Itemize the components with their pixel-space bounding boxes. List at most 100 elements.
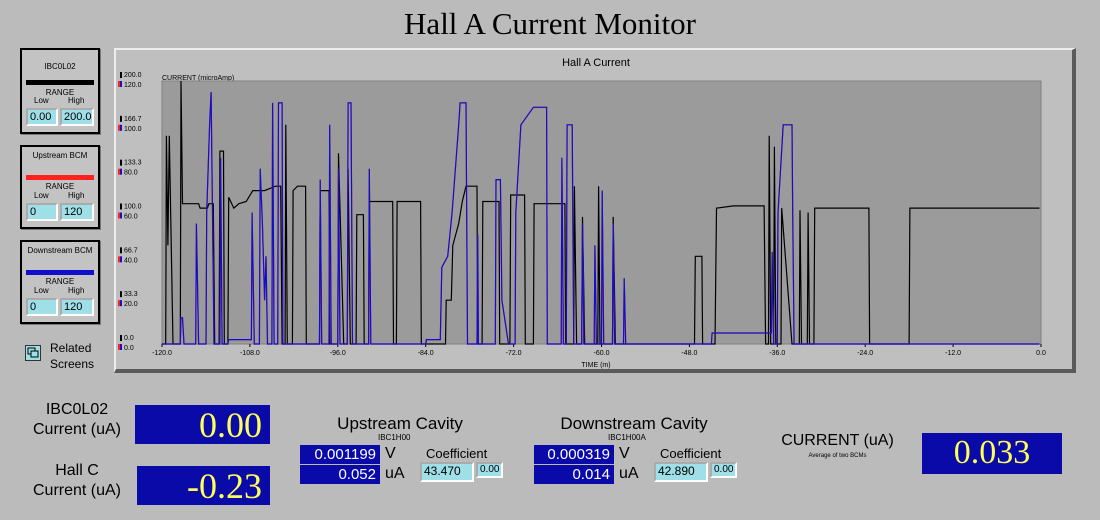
ibc-label-line2: Current (uA) [32, 421, 122, 438]
upstream-cavity-pv: IBC1H00 [378, 433, 411, 442]
hallc-label-line1: Hall C [55, 462, 99, 479]
upstream-offset-input[interactable]: 0.00 [476, 462, 503, 478]
x-tick-label: -48.0 [681, 350, 697, 357]
related-screens-label: Related Screens [50, 341, 95, 371]
y-tick-marker-downstream [120, 344, 122, 350]
average-current-sublabel: Average of two BCMs [808, 453, 867, 459]
x-tick-label: -84.0 [418, 350, 434, 357]
y-tick-label-bcm: 40.0 [124, 257, 138, 264]
range-low-input[interactable]: 0.00 [26, 108, 58, 126]
y-tick-marker-upstream [118, 256, 120, 263]
upstream-bcm-range-panel: Upstream BCM RANGE Low High 0 120 [20, 145, 100, 229]
ibc0l02-series-line [162, 80, 1040, 345]
y-tick-marker-upstream [118, 81, 120, 87]
y-tick-label-ibc: 200.0 [124, 72, 142, 79]
upstream-current-readout: 0.052 [300, 465, 380, 484]
upstream-coefficient-label: Coefficient [426, 446, 488, 461]
y-tick-marker-upstream [118, 168, 120, 175]
y-tick-marker-downstream [120, 212, 122, 219]
y-tick-label-bcm: 120.0 [124, 82, 142, 89]
x-tick-label: -36.0 [769, 350, 785, 357]
y-tick-label-ibc: 166.7 [124, 116, 142, 123]
series-color-swatch [26, 175, 94, 180]
ibc0l02-range-panel: IBC0L02 RANGE Low High 0.00 200.0 [20, 48, 100, 134]
panel-name: IBC0L02 [44, 62, 76, 71]
y-tick-marker-ibc [120, 159, 122, 166]
high-label: High [68, 191, 85, 200]
ibc-label-line1: IBC0L02 [45, 401, 109, 418]
page-title: Hall A Current Monitor [404, 6, 696, 41]
upstream-cavity-title: Upstream Cavity [337, 414, 463, 433]
y-tick-label-bcm: 80.0 [124, 170, 138, 177]
downstream-bcm-series-line [162, 91, 1040, 345]
y-tick-label-bcm: 0.0 [124, 345, 134, 352]
low-label: Low [34, 286, 49, 295]
y-tick-marker-downstream [120, 124, 122, 131]
y-tick-marker-ibc [120, 203, 122, 210]
downstream-coefficient-label: Coefficient [660, 446, 722, 461]
upstream-voltage-readout: 0.001199 [300, 445, 380, 464]
y-tick-marker-downstream [120, 168, 122, 175]
hallc-label: Hall C Current (uA) [22, 461, 132, 501]
downstream-cavity-pv: IBC1H00A [608, 433, 646, 442]
downstream-current-readout: 0.014 [534, 465, 614, 484]
related-screens-button[interactable] [25, 345, 41, 361]
ibc-label: IBC0L02 Current (uA) [22, 400, 132, 440]
series-color-swatch [26, 80, 94, 85]
y-tick-label-ibc: 0.0 [124, 335, 134, 342]
downstream-bcm-range-panel: Downstream BCM RANGE Low High 0 120 [20, 240, 100, 324]
x-tick-label: -108.0 [240, 350, 260, 357]
y-tick-marker-upstream [118, 124, 120, 131]
range-label: RANGE [45, 88, 75, 97]
x-tick-label: -24.0 [857, 350, 873, 357]
x-tick-label: -60.0 [594, 350, 610, 357]
x-tick-label: -120.0 [152, 350, 172, 357]
high-label: High [68, 286, 85, 295]
average-current-label: CURRENT (uA) [781, 432, 894, 449]
downstream-voltage-unit: V [619, 445, 630, 462]
y-tick-marker-ibc [120, 291, 122, 298]
downstream-coefficient-input[interactable]: 42.890 [654, 462, 708, 482]
upstream-coefficient-input[interactable]: 43.470 [420, 462, 474, 482]
y-tick-marker-ibc [120, 72, 122, 78]
upstream-current-unit: uA [385, 465, 405, 482]
hallc-label-line2: Current (uA) [32, 482, 122, 499]
chart-title: Hall A Current [562, 57, 630, 69]
range-low-input[interactable]: 0 [26, 203, 58, 221]
downstream-offset-input[interactable]: 0.00 [710, 462, 737, 478]
x-tick-label: -12.0 [945, 350, 961, 357]
range-high-input[interactable]: 120 [60, 203, 94, 221]
low-label: Low [34, 96, 49, 105]
y-tick-marker-ibc [120, 335, 122, 341]
y-tick-marker-downstream [120, 81, 122, 87]
downstream-voltage-readout: 0.000319 [534, 445, 614, 464]
y-tick-label-ibc: 133.3 [124, 160, 142, 167]
y-tick-label-ibc: 33.3 [124, 291, 138, 298]
x-tick-label: -96.0 [330, 350, 346, 357]
y-tick-label-bcm: 20.0 [124, 301, 138, 308]
high-label: High [68, 96, 85, 105]
downstream-cavity-title: Downstream Cavity [560, 414, 708, 433]
upstream-voltage-unit: V [385, 445, 396, 462]
range-high-input[interactable]: 200.0 [60, 108, 94, 126]
y-tick-marker-upstream [118, 212, 120, 219]
y-tick-label-ibc: 66.7 [124, 247, 138, 254]
y-tick-marker-downstream [120, 300, 122, 307]
average-current-readout: 0.033 [922, 433, 1062, 474]
ibc-current-readout: 0.00 [135, 405, 270, 445]
x-tick-label: -72.0 [506, 350, 522, 357]
y-tick-marker-upstream [118, 344, 120, 350]
current-chart: Hall A Current CURRENT (microAmp) 200.0 1… [118, 57, 1046, 369]
range-low-input[interactable]: 0 [26, 298, 58, 316]
range-label: RANGE [45, 182, 75, 191]
y-tick-marker-ibc [120, 115, 122, 122]
series-color-swatch [26, 270, 94, 275]
x-axis-label: TIME (m) [581, 362, 610, 369]
range-high-input[interactable]: 120 [60, 298, 94, 316]
range-label: RANGE [45, 277, 75, 286]
y-tick-marker-upstream [118, 300, 120, 307]
low-label: Low [34, 191, 49, 200]
y-tick-label-bcm: 60.0 [124, 214, 138, 221]
y-tick-marker-ibc [120, 247, 122, 254]
windows-icon [27, 347, 39, 358]
